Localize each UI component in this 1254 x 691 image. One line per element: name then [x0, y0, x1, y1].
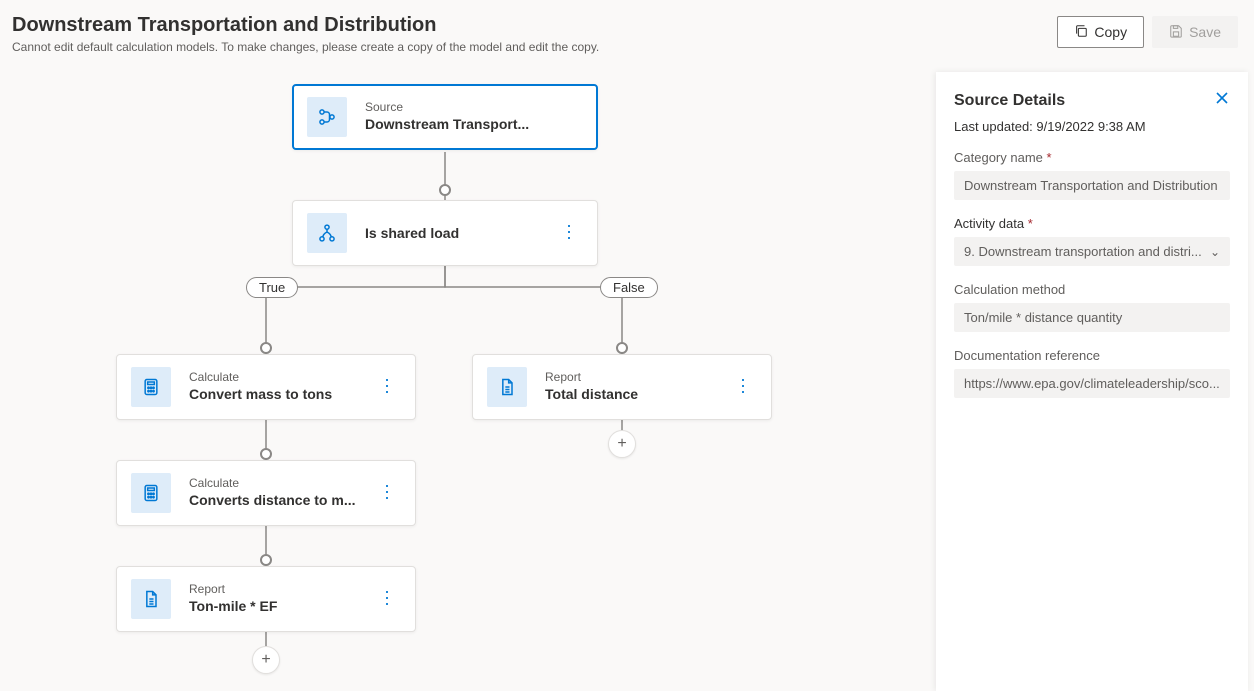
chevron-down-icon: ⌄: [1210, 245, 1220, 259]
save-icon: [1169, 24, 1183, 41]
last-updated: Last updated: 9/19/2022 9:38 AM: [954, 119, 1230, 134]
save-label: Save: [1189, 24, 1221, 40]
node-title: Is shared load: [365, 224, 555, 243]
doc-input[interactable]: https://www.epa.gov/climateleadership/sc…: [954, 369, 1230, 398]
connector-dot[interactable]: [439, 184, 451, 196]
node-menu-button[interactable]: ⋯: [373, 484, 401, 502]
flow-node-report[interactable]: Report Total distance ⋯: [472, 354, 772, 420]
node-menu-button[interactable]: ⋯: [729, 378, 757, 396]
node-text: Source Downstream Transport...: [365, 100, 583, 134]
save-button: Save: [1152, 16, 1238, 48]
node-menu-button[interactable]: ⋯: [373, 590, 401, 608]
panel-header: Source Details: [954, 90, 1230, 111]
field-activity: Activity data 9. Downstream transportati…: [954, 216, 1230, 266]
node-text: Report Total distance: [545, 370, 729, 404]
add-step-button[interactable]: +: [252, 646, 280, 674]
page-title: Downstream Transportation and Distributi…: [12, 12, 1057, 38]
flow-node-condition[interactable]: Is shared load ⋯: [292, 200, 598, 266]
flow-node-source[interactable]: Source Downstream Transport...: [292, 84, 598, 150]
node-menu-button[interactable]: ⋯: [373, 378, 401, 396]
connector-dot[interactable]: [616, 342, 628, 354]
copy-icon: [1074, 24, 1088, 41]
node-title: Total distance: [545, 385, 729, 404]
node-title: Convert mass to tons: [189, 385, 373, 404]
branch-label-true: True: [246, 277, 298, 298]
flow-canvas[interactable]: Source Downstream Transport... Is shared…: [0, 60, 934, 691]
node-label: Calculate: [189, 370, 373, 386]
flow-node-report[interactable]: Report Ton-mile * EF ⋯: [116, 566, 416, 632]
doc-label: Documentation reference: [954, 348, 1230, 363]
document-icon: [487, 367, 527, 407]
node-label: Source: [365, 100, 583, 116]
close-icon[interactable]: [1214, 90, 1230, 111]
activity-value: 9. Downstream transportation and distri.…: [964, 244, 1202, 259]
category-input[interactable]: Downstream Transportation and Distributi…: [954, 171, 1230, 200]
activity-label: Activity data: [954, 216, 1230, 231]
calculator-icon: [131, 367, 171, 407]
field-category: Category name Downstream Transportation …: [954, 150, 1230, 200]
header-actions: Copy Save: [1057, 12, 1238, 48]
branch-icon: [307, 97, 347, 137]
details-panel: Source Details Last updated: 9/19/2022 9…: [936, 72, 1248, 691]
category-label: Category name: [954, 150, 1230, 165]
header-text: Downstream Transportation and Distributi…: [12, 12, 1057, 54]
node-text: Is shared load: [365, 224, 555, 243]
connector-dot[interactable]: [260, 448, 272, 460]
flow-node-calculate[interactable]: Calculate Convert mass to tons ⋯: [116, 354, 416, 420]
method-label: Calculation method: [954, 282, 1230, 297]
node-label: Calculate: [189, 476, 373, 492]
branch-label-false: False: [600, 277, 658, 298]
node-label: Report: [545, 370, 729, 386]
node-title: Downstream Transport...: [365, 115, 583, 134]
add-step-button[interactable]: +: [608, 430, 636, 458]
calculator-icon: [131, 473, 171, 513]
field-doc: Documentation reference https://www.epa.…: [954, 348, 1230, 398]
condition-icon: [307, 213, 347, 253]
panel-title: Source Details: [954, 92, 1065, 110]
page-subtitle: Cannot edit default calculation models. …: [12, 40, 1057, 54]
page-header: Downstream Transportation and Distributi…: [0, 0, 1254, 64]
field-method: Calculation method Ton/mile * distance q…: [954, 282, 1230, 332]
activity-select[interactable]: 9. Downstream transportation and distri.…: [954, 237, 1230, 266]
document-icon: [131, 579, 171, 619]
node-title: Ton-mile * EF: [189, 597, 373, 616]
copy-button[interactable]: Copy: [1057, 16, 1144, 48]
method-input[interactable]: Ton/mile * distance quantity: [954, 303, 1230, 332]
node-text: Calculate Convert mass to tons: [189, 370, 373, 404]
node-menu-button[interactable]: ⋯: [555, 224, 583, 242]
node-text: Report Ton-mile * EF: [189, 582, 373, 616]
connector-dot[interactable]: [260, 342, 272, 354]
copy-label: Copy: [1094, 24, 1127, 40]
flow-node-calculate[interactable]: Calculate Converts distance to m... ⋯: [116, 460, 416, 526]
node-label: Report: [189, 582, 373, 598]
connector-dot[interactable]: [260, 554, 272, 566]
node-title: Converts distance to m...: [189, 491, 373, 510]
node-text: Calculate Converts distance to m...: [189, 476, 373, 510]
